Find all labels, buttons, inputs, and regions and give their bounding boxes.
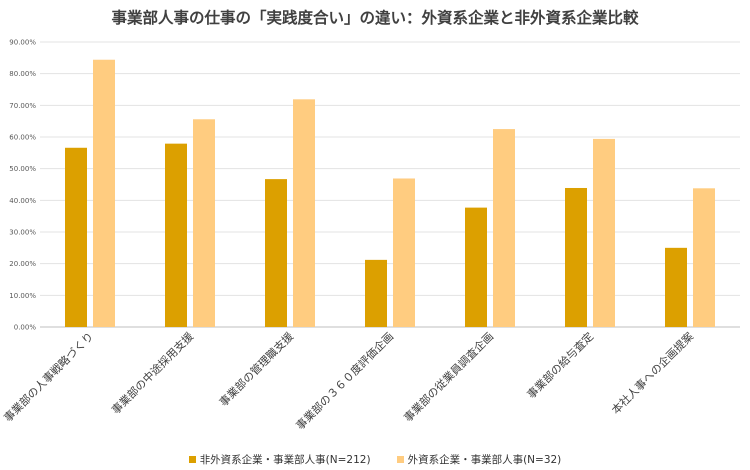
y-tick-label: 40.00% [9,197,36,205]
legend-swatch-foreign [396,456,404,463]
x-tick-label: 事業部の管理職支援 [216,329,296,409]
bar-series-1 [165,143,187,327]
legend: 非外資系企業・事業部人事(N=212) 外資系企業・事業部人事(N=32) [0,452,750,467]
bar-series-1 [365,259,387,327]
legend-item-foreign: 外資系企業・事業部人事(N=32) [396,452,562,467]
x-tick-label: 事業部の３６０度評価企画 [293,329,396,432]
legend-label-domestic: 非外資系企業・事業部人事(N=212) [199,454,371,466]
y-tick-label: 0.00% [14,324,37,332]
y-tick-label: 30.00% [9,229,36,237]
y-tick-label: 10.00% [9,292,36,300]
bar-series-1 [265,179,287,327]
y-tick-label: 80.00% [9,70,36,78]
bar-series-2 [193,119,215,328]
bar-series-2 [593,138,615,327]
bar-series-1 [465,207,487,327]
bar-series-1 [65,147,87,327]
y-tick-label: 20.00% [9,260,36,268]
bar-series-2 [493,129,515,327]
legend-swatch-domestic [188,456,196,463]
x-tick-label: 事業部の給与査定 [524,329,596,401]
bar-series-1 [665,247,687,327]
legend-item-domestic: 非外資系企業・事業部人事(N=212) [188,452,371,467]
x-tick-label: 事業部の人事戦略づくり [1,329,96,424]
bar-series-2 [293,99,315,327]
x-tick-label: 事業部の中途採用支援 [108,329,196,417]
x-tick-label: 本社人事への企画提案 [608,329,696,417]
y-tick-label: 60.00% [9,134,36,142]
y-tick-label: 70.00% [9,102,36,110]
chart-title: 事業部人事の仕事の「実践度合い」の違い：外資系企業と非外資系企業比較 [111,9,639,27]
legend-label-foreign: 外資系企業・事業部人事(N=32) [407,454,562,466]
y-tick-label: 50.00% [9,165,36,173]
bar-series-1 [565,187,587,327]
bar-series-2 [693,188,715,327]
y-tick-label: 90.00% [9,39,36,47]
bar-series-2 [393,178,415,327]
x-tick-label: 事業部の従業員調査企画 [401,329,496,424]
bar-series-2 [93,59,115,327]
